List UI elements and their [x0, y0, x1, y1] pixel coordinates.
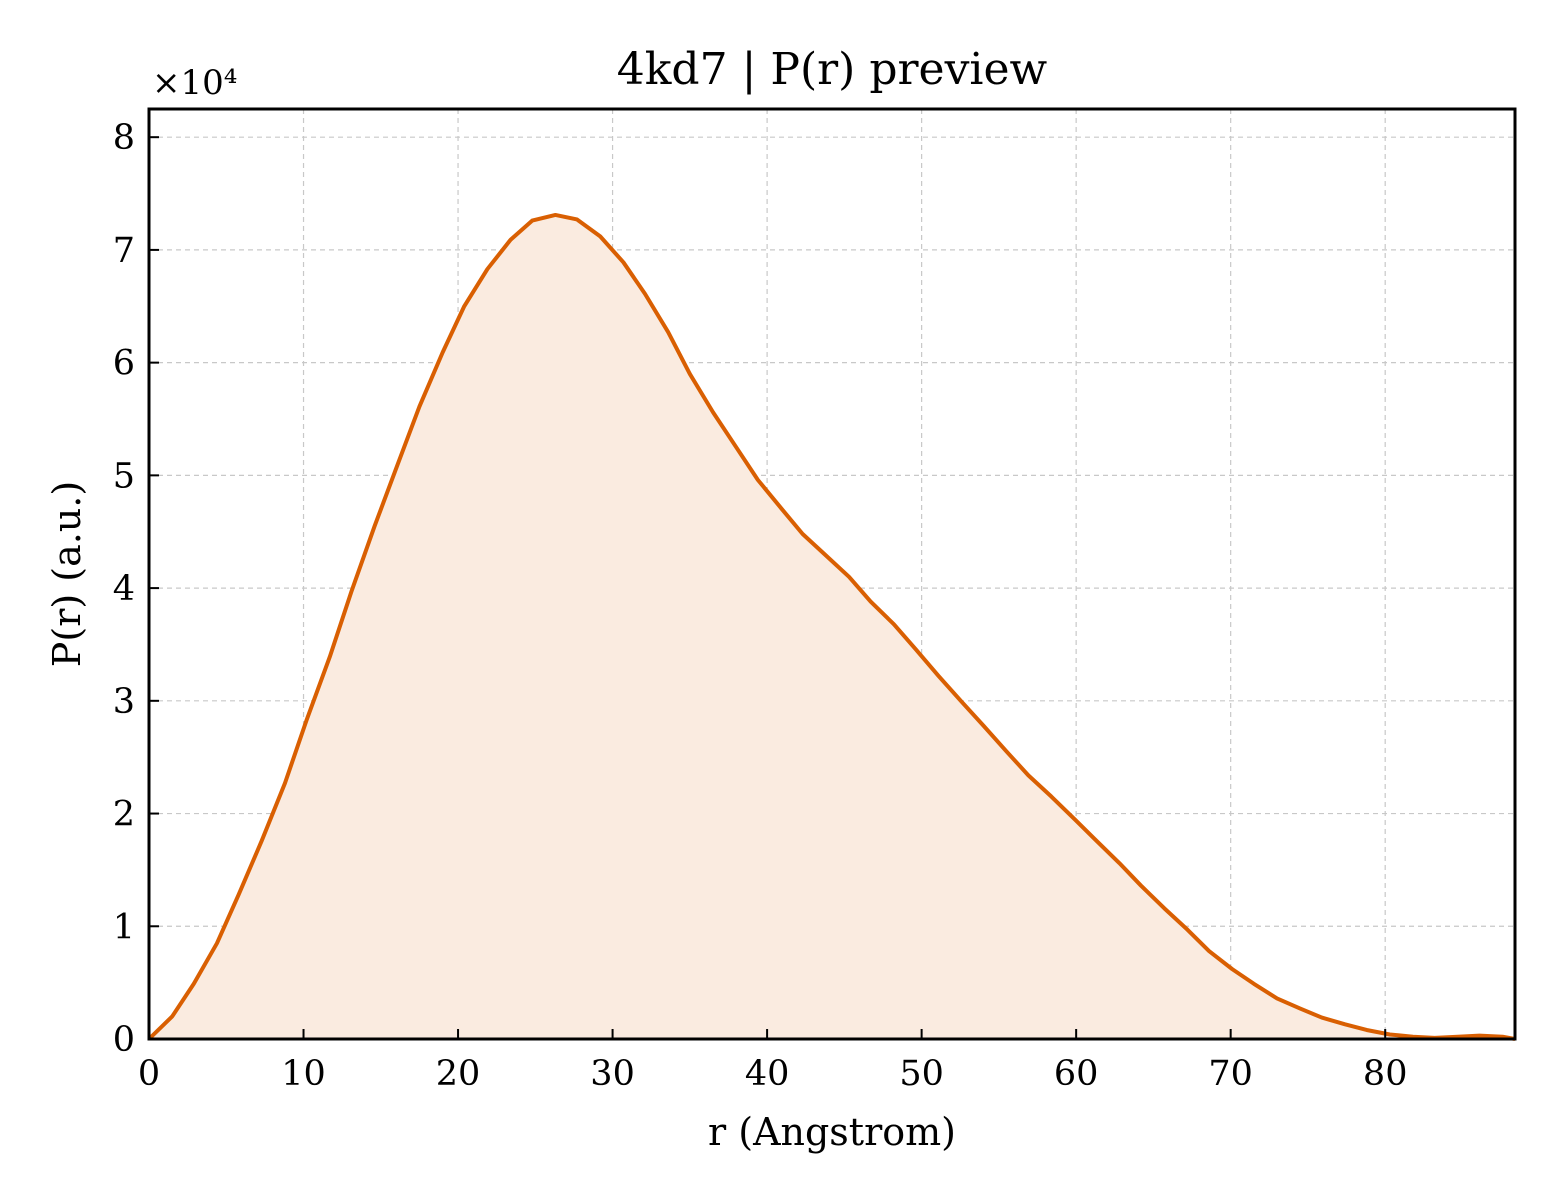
- x-axis-label: r (Angstrom): [708, 1110, 956, 1154]
- y-offset-label: ×10⁴: [152, 63, 237, 103]
- y-tick-label: 1: [113, 907, 135, 947]
- x-tick-label: 40: [745, 1054, 790, 1094]
- y-tick-label: 6: [113, 344, 135, 384]
- pr-area-fill: [149, 214, 1515, 1039]
- x-tick-label: 20: [436, 1054, 481, 1094]
- y-tick-label: 7: [113, 231, 135, 271]
- x-tick-label: 50: [899, 1054, 944, 1094]
- y-axis-label: P(r) (a.u.): [45, 481, 89, 667]
- y-tick-label: 0: [113, 1020, 135, 1060]
- y-tick-label: 8: [113, 118, 135, 158]
- y-tick-label: 2: [113, 795, 135, 835]
- axis-ticks: 0 10 20 30 40 50 60 70 80 0 1 2 3 4 5 6 7 8: [113, 118, 1408, 1094]
- x-tick-label: 0: [138, 1054, 160, 1094]
- y-tick-label: 5: [113, 456, 135, 496]
- y-tick-label: 4: [113, 569, 135, 609]
- plot-frame: [147, 107, 1517, 1041]
- y-tick-label: 3: [113, 682, 135, 722]
- x-tick-label: 80: [1363, 1054, 1408, 1094]
- x-tick-label: 70: [1208, 1054, 1253, 1094]
- x-tick-label: 10: [281, 1054, 326, 1094]
- x-tick-label: 30: [590, 1054, 635, 1094]
- pr-series-line: [147, 212, 1516, 1041]
- chart-title: 4kd7 | P(r) preview: [617, 44, 1048, 95]
- x-tick-label: 60: [1054, 1054, 1099, 1094]
